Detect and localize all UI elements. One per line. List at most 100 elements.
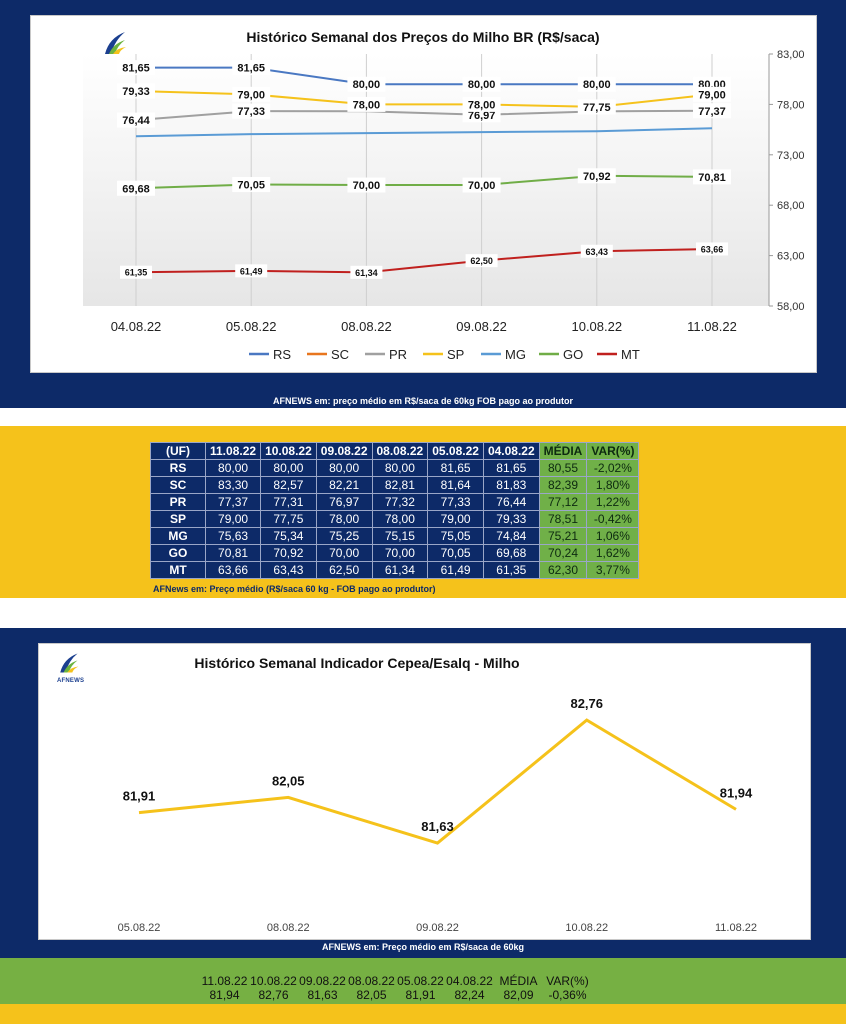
chart1-label-bg [232, 177, 271, 193]
price-table-header-cell: 09.08.22 [315, 442, 373, 460]
table-cell: 80,00 [371, 459, 429, 477]
cepea-header-cell: 05.08.22 [397, 974, 444, 988]
chart1-ytick-label: 73,00 [777, 150, 805, 162]
chart2-xtick-label: 11.08.22 [715, 922, 757, 934]
table-cell: 82,57 [260, 476, 317, 494]
table-cell: 75,05 [427, 527, 484, 545]
table-cell: 77,12 [538, 493, 588, 511]
chart1-data-label: 61,49 [240, 266, 263, 276]
table-cell: 75,63 [204, 527, 262, 545]
table-cell: 62,50 [315, 561, 373, 579]
chart1-data-label: 70,92 [583, 171, 611, 183]
chart1-data-label: 69,68 [122, 183, 150, 195]
chart1-svg: Histórico Semanal dos Preços do Milho BR… [83, 29, 805, 362]
bottom-band [0, 1004, 846, 1024]
chart1-label-bg [347, 177, 386, 193]
table-row-uf: SP [150, 510, 206, 528]
chart1-label-bg [696, 242, 728, 256]
table-cell: 63,43 [260, 561, 317, 579]
table-cell: 62,30 [538, 561, 588, 579]
chart2-xtick-label: 10.08.22 [565, 922, 608, 934]
chart1-line-mt [135, 247, 713, 274]
table-cell: 1,80% [586, 476, 640, 494]
chart1-xtick-label: 10.08.22 [571, 319, 622, 334]
chart2-panel: AFNEWS Histórico Semanal Indicador Cepea… [38, 643, 811, 940]
chart1-line-go [135, 174, 713, 190]
chart1-data-label: 62,50 [470, 256, 493, 266]
table-cell: 79,33 [482, 510, 540, 528]
chart1-line-mg [135, 127, 713, 138]
price-table-header-cell: VAR(%) [586, 442, 640, 460]
chart1-label-bg [465, 254, 498, 268]
chart1-data-label: 81,65 [122, 63, 150, 75]
chart1-label-bg [462, 76, 501, 92]
chart1-legend-label: RS [273, 347, 291, 362]
chart1-xtick-label: 11.08.22 [687, 319, 737, 334]
chart1-data-label: 61,35 [125, 268, 148, 278]
chart2-svg: Histórico Semanal Indicador Cepea/Esalq … [118, 655, 757, 934]
chart1-data-label: 80,00 [468, 79, 496, 91]
chart1-data-label: 79,00 [237, 89, 265, 101]
chart1-data-label: 77,37 [698, 106, 726, 118]
chart1-xtick-label: 04.08.22 [111, 319, 162, 334]
chart1-data-label: 77,33 [237, 106, 265, 118]
logo-brand-text-2: AFNEWS [57, 678, 85, 684]
chart1-ytick-label: 78,00 [777, 99, 805, 111]
chart2-data-label: 81,94 [720, 785, 753, 800]
chart1-panel: AFNEWS Histórico Semanal dos Preços do M… [30, 15, 817, 373]
chart2-line [138, 718, 737, 845]
table-row: RS 80,00 80,00 80,00 80,00 81,65 81,65 80,55 -2,… [150, 459, 640, 477]
chart1-label-bg [347, 76, 386, 92]
chart1-label-bg [232, 86, 271, 102]
table-row-uf: GO [150, 544, 206, 562]
price-table-header-cell: (UF) [150, 442, 206, 460]
chart2-data-label: 81,91 [123, 789, 156, 804]
table-cell: 70,00 [315, 544, 373, 562]
chart1-data-label: 76,97 [468, 110, 496, 122]
table-cell: 80,55 [538, 459, 588, 477]
logo-leaf-icon-2 [60, 653, 79, 673]
table-cell: 70,00 [371, 544, 429, 562]
chart1-data-label: 61,34 [355, 268, 378, 278]
chart2-xtick-label: 05.08.22 [118, 922, 161, 934]
table-cell: 81,83 [482, 476, 540, 494]
cepea-header-cell: 11.08.22 [201, 974, 248, 988]
chart1-label-bg [577, 168, 616, 184]
chart1-label-bg [117, 60, 155, 76]
table-cell: 61,35 [482, 561, 540, 579]
table-row: MT 63,66 63,43 62,50 61,34 61,49 61,35 62,30 3,7… [150, 561, 640, 579]
table-cell: 1,22% [586, 493, 640, 511]
price-table-caption: AFNews em: Preço médio (R$/saca 60 kg - … [153, 584, 436, 594]
table-cell: 81,65 [482, 459, 540, 477]
cepea-value-cell: 81,91 [405, 988, 436, 1002]
cepea-header-cell: 10.08.22 [250, 974, 297, 988]
table-cell: 80,00 [260, 459, 317, 477]
table-cell: 80,00 [204, 459, 262, 477]
table-cell: 75,34 [260, 527, 317, 545]
chart1-title: Histórico Semanal dos Preços do Milho BR… [246, 29, 599, 45]
chart1-label-bg [580, 244, 613, 258]
cepea-value-cell: 82,76 [258, 988, 289, 1002]
table-cell: 79,00 [427, 510, 484, 528]
cepea-header-cell: VAR(%) [546, 974, 589, 988]
price-table-header-cell: MÉDIA [538, 442, 588, 460]
price-table-header-cell: 08.08.22 [371, 442, 429, 460]
afnews-logo-2: AFNEWS [55, 650, 95, 690]
chart1-data-label: 63,66 [701, 244, 724, 254]
table-cell: 80,00 [315, 459, 373, 477]
table-cell: 75,15 [371, 527, 429, 545]
chart1-label-bg [232, 60, 271, 76]
chart1-data-label: 70,00 [468, 180, 496, 192]
chart1-ytick-label: 58,00 [777, 301, 805, 313]
table-cell: 76,97 [315, 493, 373, 511]
chart1-data-label: 70,05 [237, 180, 265, 192]
chart1-data-label: 81,65 [237, 63, 265, 75]
chart1-line-rs [136, 66, 712, 86]
table-cell: 75,25 [315, 527, 373, 545]
table-cell: -2,02% [586, 459, 640, 477]
price-table: (UF) 11.08.22 10.08.22 09.08.22 08.08.22 05.0… [150, 442, 640, 579]
table-row-uf: RS [150, 459, 206, 477]
table-row: GO 70,81 70,92 70,00 70,00 70,05 69,68 70,24 1,6… [150, 544, 640, 562]
table-row-uf: MG [150, 527, 206, 545]
table-cell: 70,81 [204, 544, 262, 562]
